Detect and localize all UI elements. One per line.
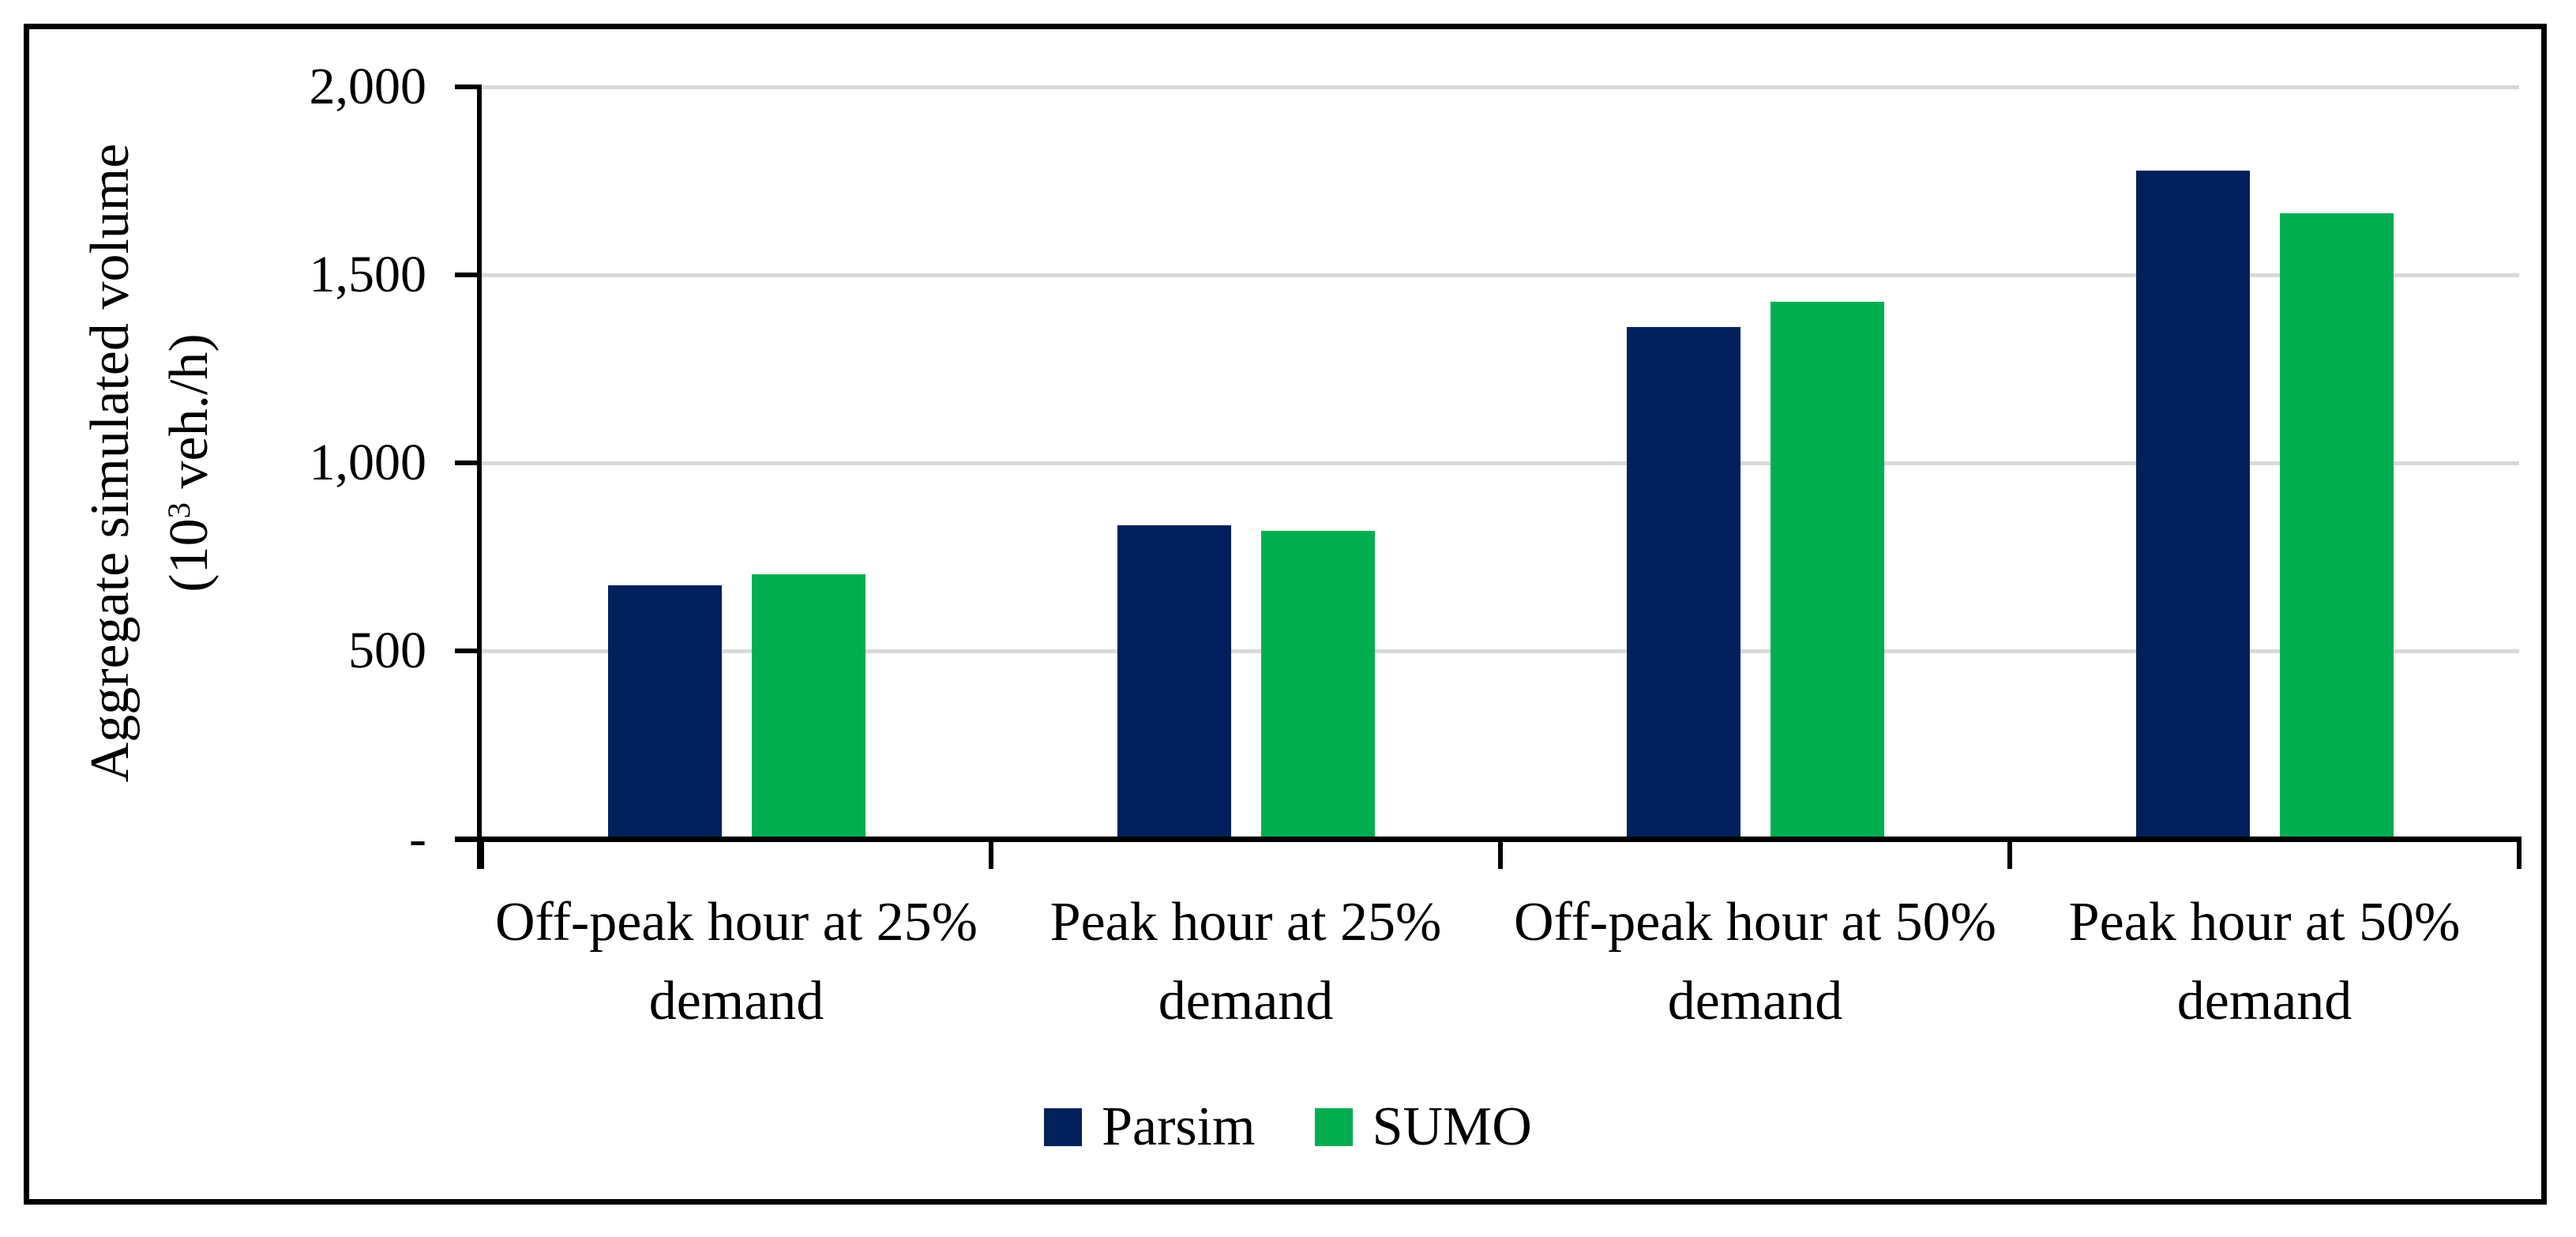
gridline-1500 [482,273,2519,277]
y-axis-line [477,85,482,869]
y-axis-title-line2: (103 veh./h) [159,333,220,592]
y-tick-label-500: 500 [348,622,426,679]
legend-label-parsim: Parsim [1102,1096,1256,1157]
bar-parsim-2 [1626,326,1740,839]
y-axis-title-line1: Aggregate simulated volume [80,143,141,783]
bar-sumo-0 [751,573,866,839]
superscript-3: 3 [160,502,197,519]
x-tick-0 [479,837,484,869]
sumo-swatch [1314,1108,1353,1146]
y-tick-label-2000: 2,000 [309,58,427,115]
x-tick-1 [989,837,993,869]
x-tick-3 [2007,837,2012,869]
gridline-1000 [482,461,2519,465]
x-category-label-3: Peak hour at 50% demand [2068,892,2461,1032]
x-axis-line [455,837,2519,842]
bar-parsim-1 [1117,525,1231,839]
legend-item-parsim: Parsim [1044,1096,1256,1157]
y-tick-1000 [455,461,482,465]
x-category-label-2: Off-peak hour at 50% demand [1514,892,1996,1032]
figure-border [24,24,2547,1205]
bar-parsim-3 [2135,170,2250,839]
x-category-label-0: Off-peak hour at 25% demand [495,892,978,1032]
bar-parsim-0 [607,585,722,839]
legend-label-sumo: SUMO [1372,1096,1532,1157]
y-tick-label-1000: 1,000 [309,434,427,491]
gridline-500 [482,649,2519,653]
x-tick-4 [2517,837,2522,869]
legend: Parsim SUMO [0,1100,2576,1155]
y-tick-2000 [455,85,482,89]
bar-sumo-1 [1260,530,1375,839]
x-category-label-1: Peak hour at 25% demand [1050,892,1442,1032]
y-tick-1500 [455,273,482,277]
parsim-swatch [1044,1108,1083,1146]
y-tick-label-1500: 1,500 [309,246,427,303]
x-tick-2 [1498,837,1503,869]
y-tick-label-0: - [409,810,426,867]
gridline-2000 [482,85,2519,89]
y-axis-title: Aggregate simulated volume (103 veh./h) [71,0,237,937]
legend-item-sumo: SUMO [1314,1096,1532,1157]
bar-sumo-2 [1770,302,1884,839]
y-tick-500 [455,649,482,653]
bar-sumo-3 [2279,213,2394,839]
